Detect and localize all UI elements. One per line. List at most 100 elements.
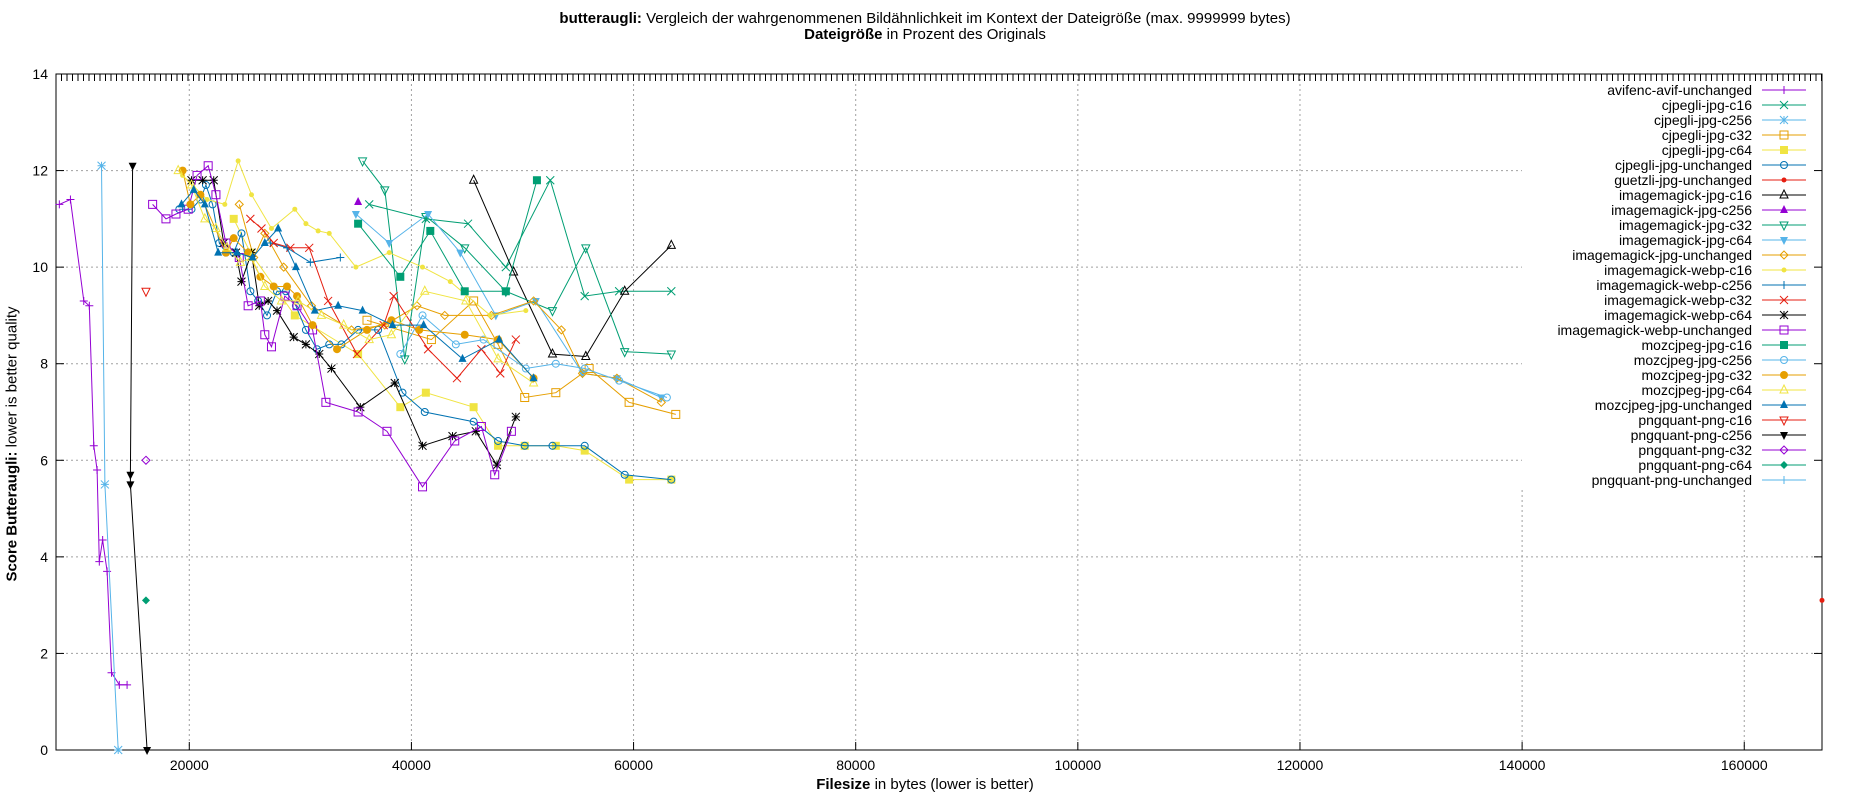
data-point [338, 318, 349, 329]
data-point [667, 475, 676, 484]
data-point [666, 350, 677, 361]
series-line [179, 183, 672, 481]
data-point [301, 325, 310, 334]
y-axis-label: Score Butteraugli: lower is better quali… [4, 306, 21, 581]
data-point [229, 214, 238, 223]
data-point [1781, 267, 1787, 273]
series-imagemagick-webp-c16 [180, 158, 529, 318]
data-point [386, 328, 397, 339]
data-point [490, 470, 500, 480]
data-point [495, 334, 504, 343]
data-point [214, 247, 223, 256]
x-tick-label: 60000 [614, 757, 653, 773]
y-tick-label: 6 [40, 452, 48, 468]
data-point [671, 409, 681, 419]
data-point [233, 247, 242, 256]
data-point [492, 460, 502, 470]
data-point [211, 190, 221, 200]
data-point [248, 252, 257, 261]
chart-subtitle: Dateigröße in Prozent des Originals [0, 26, 1850, 43]
legend: avifenc-avif-unchangedcjpegli-jpg-c16cjp… [1557, 82, 1806, 488]
legend-item: pngquant-png-c32 [1638, 442, 1806, 458]
data-point [389, 291, 399, 301]
data-point [248, 192, 254, 198]
series-imagemagick-jpg-c32 [357, 157, 677, 366]
data-point [254, 301, 264, 311]
data-point [426, 335, 436, 345]
x-tick-label: 140000 [1499, 757, 1546, 773]
data-point [173, 164, 183, 175]
legend-label: guetzli-jpg-unchanged [1614, 172, 1752, 188]
legend-item: avifenc-avif-unchanged [1607, 82, 1806, 98]
series-line [182, 159, 526, 316]
data-point [421, 388, 430, 397]
data-point [424, 211, 433, 220]
legend-item: guetzli-jpg-unchanged [1614, 172, 1806, 188]
data-point [316, 309, 327, 319]
series-imagemagick-jpg-c256 [354, 196, 363, 205]
data-point [304, 243, 314, 253]
data-point [204, 197, 210, 203]
legend-item: imagemagick-webp-c32 [1604, 292, 1806, 308]
series-line [233, 218, 672, 481]
data-point [260, 238, 269, 246]
data-point [292, 206, 298, 212]
series-mozcjpeg-jpg-unchanged [177, 184, 538, 382]
data-point [315, 228, 321, 234]
legend-label: pngquant-png-c32 [1638, 442, 1752, 458]
data-point [1779, 188, 1789, 199]
data-point [100, 480, 110, 489]
data-point [141, 596, 150, 605]
data-point [548, 441, 557, 450]
x-axis-label-bold: Filesize [816, 776, 871, 793]
data-point [396, 403, 405, 412]
data-point [128, 162, 137, 171]
data-point [209, 175, 219, 185]
series-line [357, 180, 538, 292]
data-point [1779, 325, 1789, 335]
data-point [171, 209, 181, 219]
data-point [354, 196, 363, 205]
data-point [468, 174, 479, 184]
series-line [238, 204, 662, 403]
data-point [333, 345, 342, 354]
data-point [1779, 221, 1789, 232]
legend-label: imagemagick-jpg-c16 [1619, 187, 1752, 203]
series-line [152, 164, 512, 488]
legend-item: imagemagick-jpg-c16 [1619, 187, 1806, 203]
series-pngquant-png-c32 [141, 455, 151, 465]
data-point [306, 258, 315, 267]
data-point [103, 567, 112, 576]
data-point [303, 221, 309, 227]
data-point [379, 186, 390, 197]
data-point [148, 199, 158, 209]
series-pngquant-png-c256 [126, 162, 152, 755]
legend-label: mozcjpeg-jpg-c256 [1634, 352, 1752, 368]
data-point [420, 264, 426, 270]
data-point [1779, 100, 1789, 110]
data-point [511, 335, 521, 344]
data-point [126, 481, 135, 490]
data-point [1779, 445, 1789, 455]
data-point [418, 441, 427, 451]
legend-label: cjpegli-jpg-c256 [1654, 112, 1752, 128]
data-point [1780, 281, 1788, 289]
data-point [255, 296, 265, 306]
y-tick-label: 10 [32, 259, 48, 275]
data-point [352, 349, 362, 359]
data-point [556, 325, 567, 335]
data-point [186, 200, 195, 209]
chart-subtitle-bold: Dateigröße [804, 26, 883, 43]
data-point [189, 184, 198, 193]
data-point [620, 470, 629, 479]
data-point [386, 250, 392, 256]
legend-label: cjpegli-jpg-c32 [1662, 127, 1752, 143]
data-point [211, 222, 221, 233]
series-line [182, 170, 534, 379]
data-point [200, 212, 210, 223]
data-point [666, 239, 677, 249]
data-point [336, 253, 345, 262]
data-point [1781, 177, 1787, 183]
data-point [362, 315, 372, 325]
